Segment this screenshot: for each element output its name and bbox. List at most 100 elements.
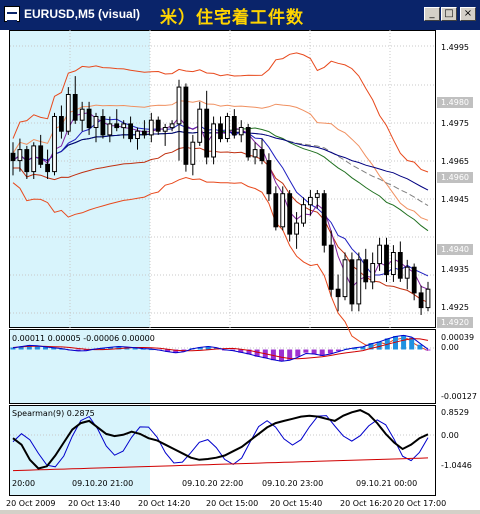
maximize-button[interactable]: □ [441,7,457,21]
price-tick: 1.4975 [441,119,469,128]
candle-bearish [273,193,279,228]
spearman-lines [12,409,429,472]
price-tick-boxed: 1.4980 [441,98,469,107]
time-tick: 20 Oct 2009 [6,499,55,508]
osc2-tick: -1.0446 [441,461,472,470]
time-axis-bottom: 20 Oct 2009 20 Oct 13:40 20 Oct 14:20 20… [6,499,446,508]
candle-bullish [93,116,99,128]
candle-bearish [349,259,355,305]
candle-bearish [183,86,189,165]
candle-bullish [301,204,306,224]
candle-bearish [10,152,16,162]
candle-bearish [321,193,327,246]
main-pane-border [9,30,436,328]
candle-bullish [176,86,182,125]
histogram-bar-positive [352,347,358,350]
time-tick: 20 Oct 13:40 [68,499,120,508]
histogram-bar-negative [246,349,252,355]
price-tick-boxed: 1.4960 [441,173,469,182]
time-tick: 20:00 [12,479,35,488]
candle-bearish [218,123,223,140]
chart-window[interactable]: 1.4995 1.4980 1.4975 1.4965 1.4960 1.494… [0,30,480,510]
session-highlight-osc1 [10,330,150,404]
histogram-bar-positive [401,335,407,350]
bollinger-upper-line [12,52,429,173]
histogram-bar-negative [287,349,293,360]
histogram-bar-positive [59,348,65,350]
histogram-bar-positive [376,341,382,350]
chart-canvas[interactable]: 1.4995 1.4980 1.4975 1.4965 1.4960 1.494… [0,30,480,510]
candle-bearish [259,149,265,162]
candle-bullish [162,127,168,132]
candle-bullish [404,266,410,279]
spearman-trend-line [12,457,429,472]
candle-bullish [252,149,258,158]
histogram-bar-positive [10,347,16,350]
histogram-bar-positive [205,346,211,350]
histogram-bar-positive [368,343,374,350]
time-tick: 20 Oct 16:20 [340,499,392,508]
candle-bearish [204,108,210,158]
candle-bullish [370,263,376,283]
histogram-bar-positive [100,347,105,350]
candle-bullish [107,123,113,136]
close-button[interactable]: × [460,7,476,21]
news-overlay-label: 米）住宅着工件数 [160,8,304,28]
histogram-bar-negative [319,349,325,356]
candle-bearish [335,288,341,298]
candle-bearish [155,119,161,132]
time-tick: 09.10.20 22:00 [182,479,243,488]
histogram-bar-negative [75,349,81,352]
candle-bullish [377,244,383,265]
minimize-button[interactable]: _ [424,7,440,21]
session-highlight-osc2 [10,406,150,496]
candle-bearish [86,108,92,129]
osc1-signal-lines [12,334,429,362]
candle-bearish [245,127,251,158]
candle-bullish [52,116,57,173]
histogram-bar-negative [270,349,276,361]
price-axis: 1.4995 1.4980 1.4975 1.4965 1.4960 1.494… [437,43,473,328]
histogram-bar-negative [295,349,301,357]
time-tick: 20 Oct 14:20 [138,499,190,508]
histogram-bar-positive [148,349,154,351]
time-tick: 09.10.21 00:00 [356,479,417,488]
session-highlight-main [10,30,150,328]
candle-bearish [287,193,293,235]
histogram-bar-positive [417,344,423,350]
osc2-pane-border [9,405,436,496]
candle-bullish [211,123,216,158]
candle-bullish [79,108,85,121]
candle-bearish [266,160,272,195]
candle-bullish [391,252,396,275]
histogram-bar-negative [238,349,244,353]
histogram-bar-negative [279,349,284,362]
histogram-bar-positive [26,345,32,350]
candle-bullish [342,259,348,298]
candlestick-series[interactable] [10,76,431,315]
candle-bearish [100,116,106,136]
histogram-bar-negative [311,349,317,355]
spearman-signal-line [12,415,429,468]
candle-bearish [363,259,369,283]
candle-bullish [425,288,431,309]
histogram-bar-positive [34,345,40,350]
candle-bearish [411,266,417,294]
candle-bearish [397,252,403,279]
time-tick: 09.10.20 23:00 [262,479,323,488]
histogram-bar-negative [425,349,431,351]
histogram-bar-positive [140,348,146,350]
candle-bearish [24,149,30,173]
candle-bullish [169,123,175,129]
candle-bearish [114,123,120,129]
spearman-main-line [12,409,429,470]
histogram-bar-negative [83,349,89,351]
price-tick: 1.4935 [441,265,469,274]
histogram-bar-negative [254,349,260,357]
price-tick: 1.4965 [441,157,469,166]
candle-bullish [121,123,127,129]
window-title-bar[interactable]: EURUSD,M5 (visual) 米）住宅着工件数 _ □ × [0,0,480,30]
time-tick: 20 Oct 17:00 [394,499,446,508]
histogram-bar-positive [116,346,122,350]
osc1-signal-blue-line [12,334,429,362]
